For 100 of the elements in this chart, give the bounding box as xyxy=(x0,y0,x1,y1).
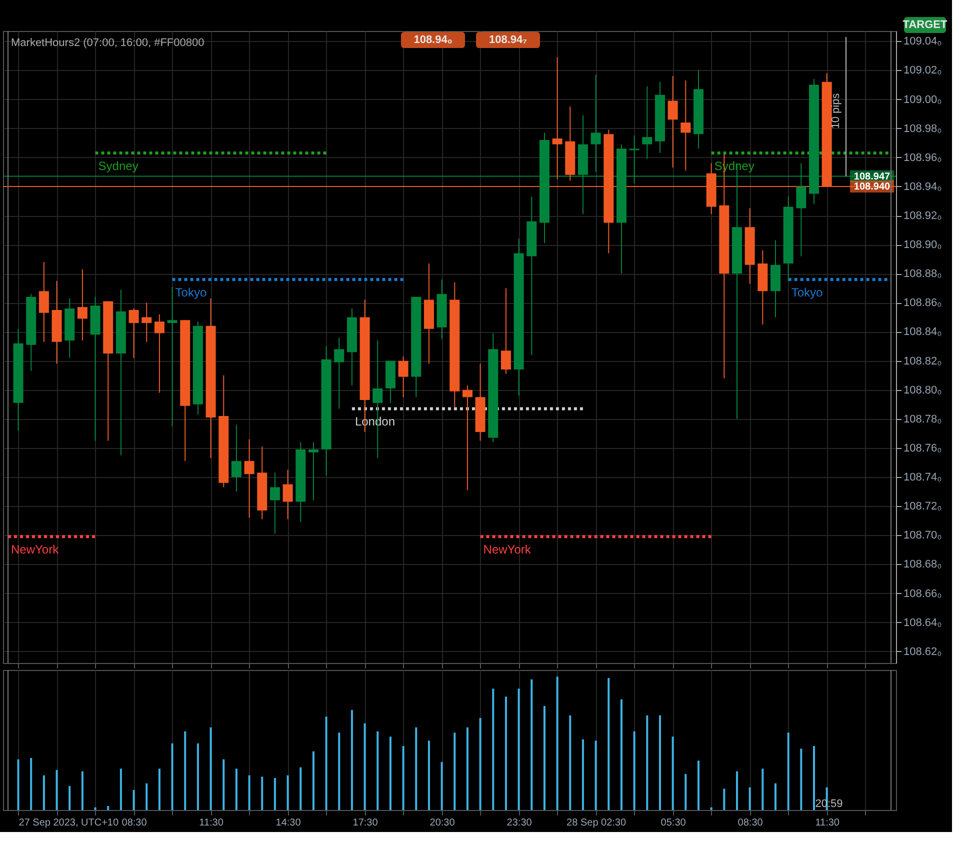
x-tick-label: 11:30 xyxy=(815,818,840,828)
bar xyxy=(17,759,20,810)
bar xyxy=(428,740,430,810)
y-tick-label: 108.66₀ xyxy=(904,588,942,600)
bar xyxy=(774,783,776,810)
bar xyxy=(196,743,199,810)
text: Tokyo xyxy=(791,285,823,300)
series-label: NewYork xyxy=(11,542,60,557)
bar xyxy=(812,746,815,810)
annotation: 108.94₀ xyxy=(414,34,452,46)
bar xyxy=(556,676,558,810)
y-tick-label: 108.76₀ xyxy=(904,442,942,454)
x-tick-label: 20:30 xyxy=(430,818,456,828)
annotation: 10 pips xyxy=(830,92,842,129)
bar xyxy=(608,678,610,810)
y-tick-label: 108.62₀ xyxy=(904,646,942,658)
y-tick-label: 109.04₀ xyxy=(904,36,942,48)
candlestick xyxy=(334,337,344,410)
bar xyxy=(530,679,533,810)
y-tick-label: 108.64₀ xyxy=(904,616,942,629)
bar xyxy=(594,740,597,810)
y-tick-label: 108.78₀ xyxy=(904,413,942,426)
bar xyxy=(684,774,687,810)
y-tick-label: 108.96₀ xyxy=(904,152,942,164)
y-tick-label: 109.02₀ xyxy=(904,64,942,77)
bar xyxy=(30,758,32,810)
bar xyxy=(312,751,314,810)
bar xyxy=(376,731,379,810)
bar xyxy=(710,807,712,810)
bar xyxy=(338,732,340,810)
bar xyxy=(132,790,135,810)
candlestick xyxy=(167,286,178,427)
bar xyxy=(582,739,584,810)
bar xyxy=(697,760,700,810)
bar xyxy=(518,688,520,810)
bar xyxy=(222,759,225,810)
bar xyxy=(762,768,764,810)
bar xyxy=(504,696,507,810)
x-tick-label: 11:30 xyxy=(199,818,224,828)
y-tick-label: 108.98₀ xyxy=(904,122,942,135)
bar xyxy=(56,770,58,810)
bar xyxy=(274,778,276,810)
bar xyxy=(787,732,790,810)
bar xyxy=(415,727,418,810)
x-tick-label: 08:30 xyxy=(738,818,764,828)
y-tick-label: 108.86₀ xyxy=(904,297,942,310)
candlestick xyxy=(270,472,280,534)
bar xyxy=(569,715,572,810)
bar xyxy=(158,768,160,810)
y-tick-label: 108.70₀ xyxy=(904,530,942,542)
bar xyxy=(325,716,328,810)
candlestick xyxy=(500,288,511,374)
candlestick xyxy=(142,302,152,342)
bar xyxy=(81,771,84,810)
bar xyxy=(261,776,264,810)
bar xyxy=(748,787,751,810)
y-tick-label: 108.68₀ xyxy=(904,558,942,571)
x-tick-label: 17:30 xyxy=(352,818,378,828)
bar xyxy=(146,783,148,810)
bar xyxy=(120,768,122,810)
x-tick-label: 05:30 xyxy=(660,818,686,828)
x-tick-label: 14:30 xyxy=(276,818,302,828)
bar xyxy=(210,727,212,810)
ref-line-label: 108.947 xyxy=(854,171,891,182)
candlestick xyxy=(154,314,164,394)
bar xyxy=(492,688,494,810)
candlestick xyxy=(38,262,49,342)
x-tick-label: 28 Sep 02:30 xyxy=(566,818,626,828)
bar xyxy=(543,706,546,810)
candlestick xyxy=(77,268,88,341)
series-label: Sydney xyxy=(98,159,138,174)
candlestick xyxy=(552,56,562,180)
candlestick xyxy=(308,442,318,501)
y-tick-label: 108.94₀ xyxy=(904,180,942,193)
bar xyxy=(350,710,353,810)
y-tick-label: 109.00₀ xyxy=(904,94,942,106)
bar xyxy=(389,736,392,810)
ref-line-label: 108.940 xyxy=(854,181,891,192)
annotation: 108.94₇ xyxy=(488,34,528,46)
bar xyxy=(248,775,250,810)
bar xyxy=(646,715,648,810)
candlestick xyxy=(668,76,678,168)
bar xyxy=(736,771,738,810)
text: NewYork xyxy=(483,542,531,557)
bar xyxy=(42,775,45,810)
candlestick xyxy=(462,385,472,491)
candlestick xyxy=(244,438,254,518)
y-tick-label: 108.72₀ xyxy=(904,500,942,513)
bar xyxy=(454,732,456,810)
bar xyxy=(479,718,482,810)
bar xyxy=(235,768,238,810)
bar xyxy=(107,806,110,810)
bar xyxy=(94,807,96,810)
candlestick xyxy=(398,356,408,398)
bar xyxy=(620,699,622,810)
y-tick-label: 108.92₀ xyxy=(904,210,942,222)
bar xyxy=(672,736,674,810)
bar xyxy=(466,727,468,810)
bar xyxy=(68,786,71,810)
bar xyxy=(633,731,636,810)
